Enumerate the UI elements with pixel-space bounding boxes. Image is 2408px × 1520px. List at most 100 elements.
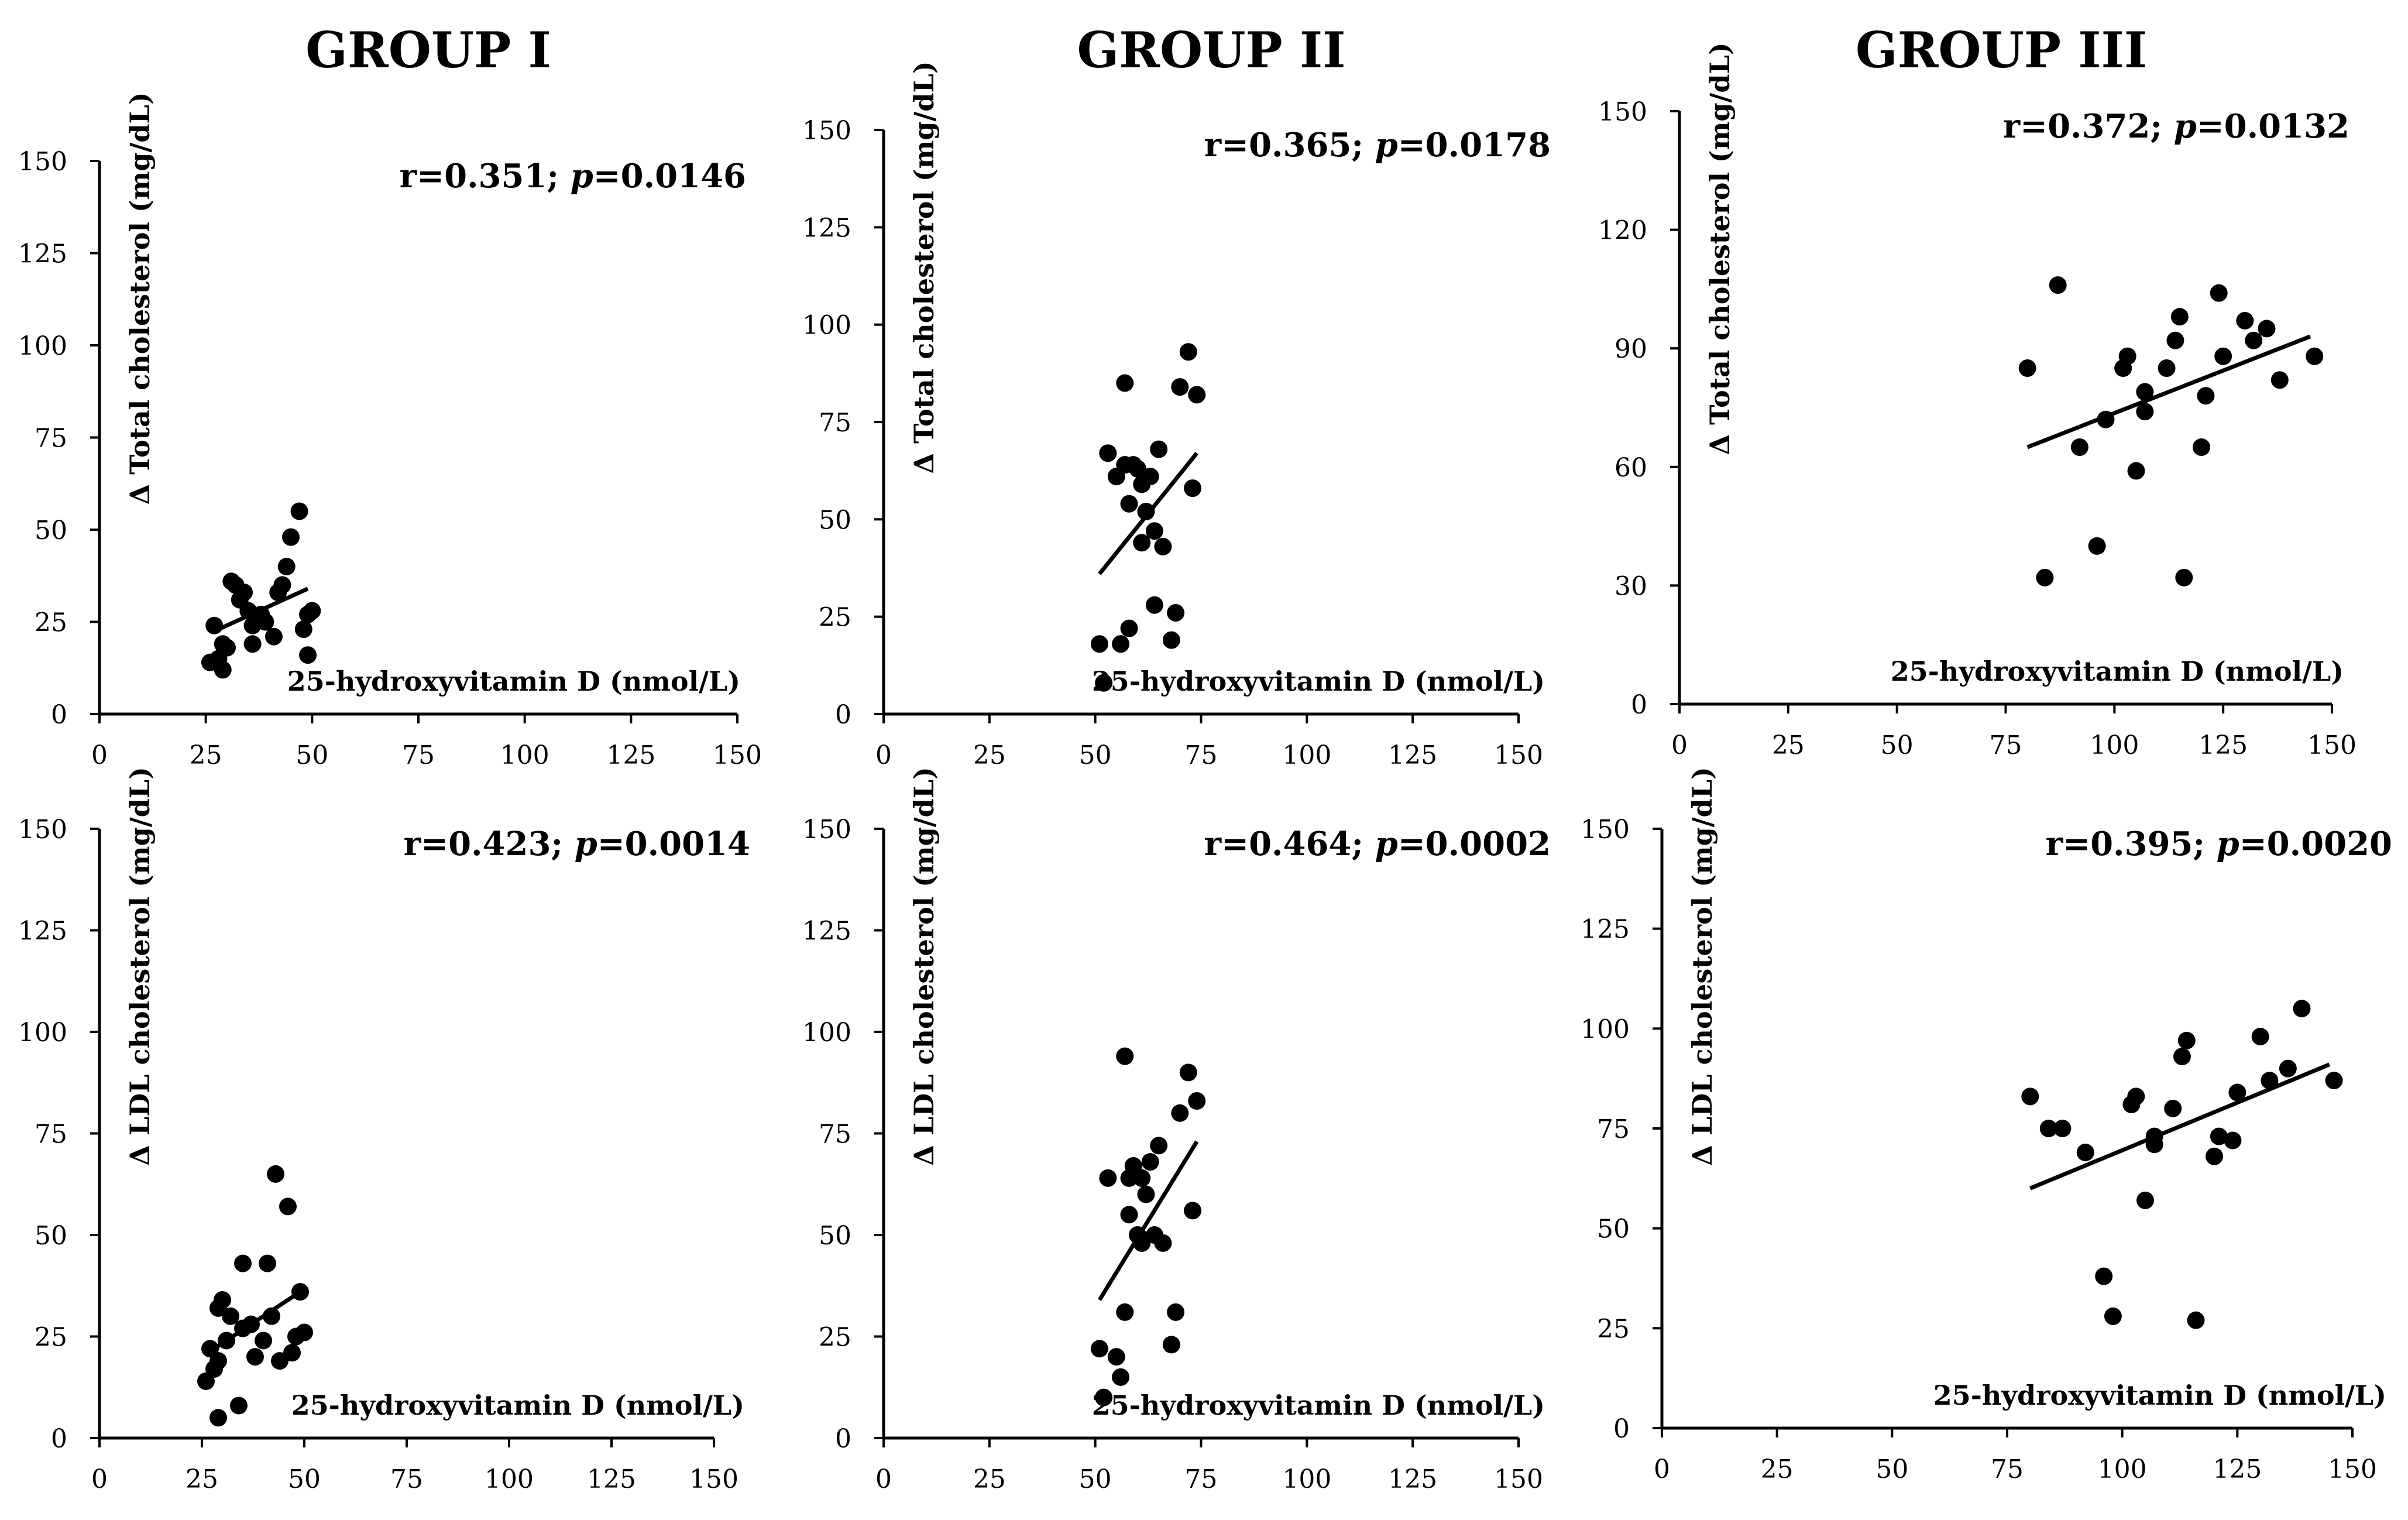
stat-p-value: =0.0020 <box>2239 825 2392 863</box>
x-tick-label: 50 <box>1079 740 1112 770</box>
x-tick-label: 0 <box>875 1464 892 1494</box>
y-tick-label: 125 <box>1581 915 1630 945</box>
data-point <box>1116 1303 1134 1321</box>
y-tick-label: 0 <box>1613 1414 1630 1444</box>
stat-p-value: =0.0146 <box>593 157 746 195</box>
x-tick-label: 100 <box>1282 1464 1331 1494</box>
data-point <box>259 1254 276 1272</box>
y-tick-label: 30 <box>1615 571 1647 601</box>
data-point <box>1137 1185 1155 1203</box>
panel-3: 0 25 50 75 100 125 150 0 30 60 90 120 150 Δ Total cho… <box>1598 42 2357 760</box>
data-point <box>2306 347 2324 365</box>
x-tick-label: 100 <box>1282 740 1331 770</box>
y-tick-label: 25 <box>35 608 67 638</box>
x-axis-label: 25-hydroxyvitamin D (nmol/L) <box>1891 656 2344 687</box>
data-point <box>1095 1388 1113 1406</box>
data-point <box>1120 619 1138 637</box>
y-tick-label: 150 <box>1598 97 1647 127</box>
panel-1: 0 25 50 75 100 125 150 0 25 50 75 100 125 150 Δ Total … <box>18 92 762 770</box>
x-tick-label: 100 <box>485 1464 534 1494</box>
data-point <box>1137 503 1155 521</box>
stat-r-value: r=0.351; <box>400 157 571 195</box>
data-point <box>1095 674 1113 692</box>
stat-r-value: r=0.395; <box>2046 825 2217 863</box>
x-tick-label: 75 <box>1991 1454 2024 1484</box>
x-tick-label: 100 <box>500 740 549 770</box>
data-point <box>2170 308 2189 326</box>
data-point <box>2136 403 2154 421</box>
data-point <box>2018 359 2036 377</box>
x-tick-label: 100 <box>2090 730 2139 760</box>
y-tick-label: 125 <box>18 239 67 269</box>
y-tick-label: 25 <box>819 1323 851 1353</box>
x-tick-label: 150 <box>689 1464 738 1494</box>
y-axis-label: Δ LDL cholesterol (mg/dL) <box>1686 767 1718 1166</box>
data-point <box>1116 1047 1134 1065</box>
data-point <box>2236 311 2254 330</box>
x-tick-label: 150 <box>2307 730 2357 760</box>
correlation-stat: r=0.464; p=0.0002 <box>1204 825 1551 863</box>
data-point <box>303 602 321 620</box>
data-point <box>2325 1072 2343 1090</box>
data-point <box>1145 596 1163 614</box>
x-tick-label: 25 <box>186 1464 218 1494</box>
x-tick-label: 25 <box>973 740 1006 770</box>
y-tick-label: 50 <box>35 516 67 545</box>
data-point <box>1129 459 1146 478</box>
data-point <box>1154 537 1172 555</box>
data-point <box>296 1323 313 1341</box>
data-point <box>1107 1348 1125 1366</box>
data-point <box>2173 1048 2191 1066</box>
data-point <box>2187 1311 2205 1329</box>
y-tick-label: 125 <box>18 917 67 946</box>
x-tick-label: 75 <box>402 740 435 770</box>
data-point <box>2270 371 2289 389</box>
data-point <box>2049 276 2067 294</box>
x-axis-label: 25-hydroxyvitamin D (nmol/L) <box>1933 1380 2386 1411</box>
trend-line <box>2026 334 2311 450</box>
data-point <box>2193 438 2210 457</box>
y-axis-label: Δ Total cholesterol (mg/dL) <box>908 61 940 474</box>
y-tick-label: 100 <box>802 1018 851 1048</box>
data-point <box>2021 1087 2039 1106</box>
data-point <box>2210 1127 2228 1145</box>
group-title-3: GROUP III <box>1856 21 2147 79</box>
x-tick-label: 50 <box>296 740 328 770</box>
x-tick-label: 125 <box>606 740 655 770</box>
x-tick-label: 75 <box>1990 730 2022 760</box>
x-tick-label: 150 <box>713 740 762 770</box>
x-tick-label: 25 <box>1761 1454 1794 1484</box>
data-point <box>243 635 262 653</box>
data-point <box>1099 444 1117 462</box>
data-point <box>1179 343 1197 361</box>
y-tick-label: 25 <box>35 1323 67 1353</box>
y-tick-label: 75 <box>819 408 851 438</box>
x-tick-label: 125 <box>2213 1454 2262 1484</box>
data-point <box>209 1409 227 1427</box>
data-point <box>1150 440 1168 458</box>
stat-r-value: r=0.372; <box>2003 107 2174 146</box>
x-tick-label: 0 <box>1654 1454 1670 1484</box>
data-point <box>283 1344 301 1362</box>
y-tick-label: 120 <box>1598 216 1647 246</box>
data-point <box>282 528 300 546</box>
data-point <box>1141 1153 1159 1171</box>
correlation-stat: r=0.372; p=0.0132 <box>2003 107 2349 146</box>
data-point <box>290 502 308 520</box>
correlation-stat: r=0.365; p=0.0178 <box>1204 126 1551 164</box>
correlation-stat: r=0.351; p=0.0146 <box>400 157 746 195</box>
x-tick-label: 125 <box>2199 730 2248 760</box>
data-point <box>279 1198 297 1216</box>
data-point <box>2261 1072 2279 1090</box>
data-point <box>1162 631 1180 649</box>
stat-r-value: r=0.464; <box>1204 825 1375 863</box>
x-tick-label: 150 <box>2328 1454 2377 1484</box>
x-tick-label: 25 <box>190 740 222 770</box>
data-point <box>1188 1092 1206 1110</box>
data-point <box>2175 568 2193 586</box>
correlation-stat: r=0.423; p=0.0014 <box>404 825 750 863</box>
data-point <box>299 646 317 664</box>
y-tick-label: 75 <box>1597 1114 1630 1144</box>
data-point <box>2228 1083 2246 1102</box>
data-point <box>1150 1137 1168 1155</box>
